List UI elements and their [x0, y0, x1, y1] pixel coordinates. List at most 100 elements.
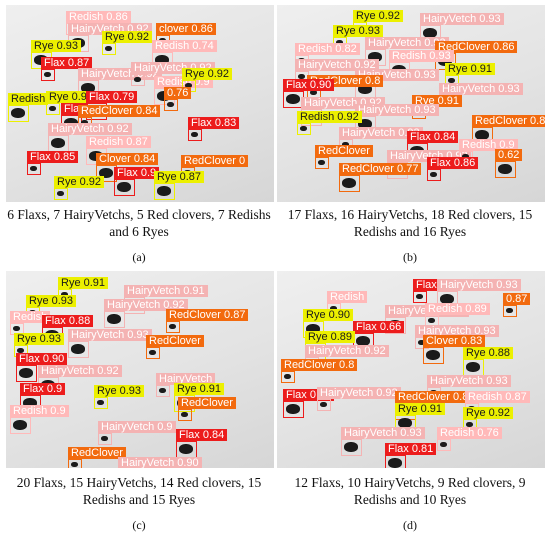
- detection-label: RedClover 0: [181, 155, 249, 167]
- detection-box: [68, 459, 82, 468]
- seed: [51, 138, 65, 148]
- seed: [342, 178, 356, 188]
- seed: [167, 102, 174, 107]
- seed: [99, 168, 113, 178]
- detection-box: [46, 103, 60, 115]
- detection-label: Rye 0.92: [182, 68, 233, 80]
- seed: [49, 106, 56, 111]
- detection-label: Redish 0.74: [152, 40, 217, 52]
- detection-label: HairyVetch 0.93: [427, 375, 511, 387]
- detection-label: 0.87: [503, 293, 531, 305]
- detection-label: RedClover 0.84: [78, 105, 161, 117]
- seed: [105, 46, 112, 51]
- detection-box: [178, 409, 192, 421]
- detection-label: Rye 0.93: [31, 40, 82, 52]
- detection-label: Rye 0.91: [174, 383, 225, 395]
- detection-label: Redish 0.93: [389, 50, 454, 62]
- detection-label: Flax 0.90: [16, 353, 68, 365]
- detection-box: [68, 341, 89, 358]
- seed: [475, 130, 489, 140]
- detection-label: Redish 0.76: [437, 427, 502, 439]
- detection-label: Rye 0.90: [303, 309, 354, 321]
- detection-label: Redish: [327, 291, 368, 303]
- detection-label: Flax 0.83: [188, 117, 240, 129]
- detection-label: RedClover 0.86: [435, 41, 518, 53]
- detection-label: RedClover 0.86: [395, 391, 478, 403]
- caption-a: 6 Flaxs, 7 HairyVetchs, 5 Red clovers, 7…: [7, 207, 271, 239]
- detection-label: Flax 0.87: [41, 57, 93, 69]
- detection-label: HairyVetch 0.92: [48, 123, 132, 135]
- seed: [159, 388, 166, 393]
- image-panel-b: Rye 0.92 HairyVetch 0.93 Rye 0.93 HairyVetc…: [277, 5, 545, 202]
- seed: [30, 166, 37, 171]
- seed: [356, 336, 370, 346]
- label-a: (a): [132, 250, 146, 264]
- detection-label: Redish 0.9: [10, 405, 69, 417]
- seed: [466, 362, 480, 372]
- seed: [13, 420, 27, 430]
- detection-label: Rye 0.89: [305, 331, 356, 343]
- detection-label: Rye 0.92: [102, 31, 153, 43]
- seed: [368, 52, 382, 62]
- seed: [134, 77, 141, 82]
- detection-box: [427, 169, 441, 181]
- seed: [330, 306, 337, 311]
- seed: [306, 324, 320, 334]
- seed: [19, 368, 33, 378]
- seed: [155, 55, 169, 65]
- seed: [157, 186, 171, 196]
- detection-box: [317, 399, 331, 411]
- seed: [13, 326, 20, 331]
- detection-label: Rye 0.93: [14, 333, 65, 345]
- detection-box: [154, 183, 175, 200]
- seed: [71, 344, 85, 354]
- seed: [149, 350, 156, 355]
- detection-box: [339, 175, 360, 192]
- detection-box: [102, 43, 116, 55]
- detection-box: [423, 347, 444, 364]
- label-c: (c): [132, 518, 146, 532]
- detection-box: [27, 163, 41, 175]
- detection-label: HairyVetch 0.92: [295, 59, 379, 71]
- detection-label: RedClover: [315, 145, 373, 157]
- seed: [342, 142, 349, 147]
- detection-label: HairyVetch 0.93: [420, 13, 504, 25]
- detection-label: Clover 0.84: [96, 153, 159, 165]
- seed: [344, 442, 358, 452]
- detection-label: HairyVetch 0.90: [118, 457, 202, 468]
- detection-label: Rye 0.88: [463, 347, 514, 359]
- detection-label: Rye 0.91: [58, 277, 109, 289]
- seed: [81, 120, 88, 125]
- detection-box: [104, 311, 125, 328]
- seed: [17, 348, 24, 353]
- detection-label: HairyVetch: [156, 373, 216, 385]
- detection-box: [8, 105, 29, 122]
- detection-box: [146, 347, 160, 359]
- detection-label: Flax 0.85: [27, 151, 79, 163]
- seed: [428, 318, 435, 323]
- seed: [71, 462, 78, 467]
- seed: [466, 422, 473, 427]
- detection-label: Redish 0.87: [465, 391, 530, 403]
- detection-label: Flax 0.84: [176, 429, 228, 441]
- detection-label: Clover 0.83: [423, 335, 486, 347]
- detection-box: [166, 321, 180, 333]
- detection-label: Rye 0.92: [353, 10, 404, 22]
- seed: [320, 402, 327, 407]
- detection-box: [188, 129, 202, 141]
- seed: [191, 132, 198, 137]
- detection-label: RedClover 0.77: [339, 163, 422, 175]
- detection-label: Rye 0.93: [94, 385, 145, 397]
- image-panel-a: Redish 0.86 HairyVetch 0.92 clover 0.86 Rye…: [6, 5, 274, 202]
- detection-label: Rye 0.91: [395, 403, 446, 415]
- detection-label: Flax 0.88: [42, 315, 94, 327]
- label-b: (b): [403, 250, 417, 264]
- detection-label: 0.76: [164, 87, 192, 99]
- detection-box: [281, 371, 295, 383]
- image-panel-c: Rye 0.91 HairyVetch 0.91 Rye 0.93 HairyVetc…: [6, 271, 274, 468]
- detection-label: Rye 0.93: [26, 295, 77, 307]
- seed: [388, 458, 402, 468]
- detection-label: HairyVetch 0.92: [317, 387, 401, 399]
- seed: [57, 191, 64, 196]
- seed: [440, 294, 454, 304]
